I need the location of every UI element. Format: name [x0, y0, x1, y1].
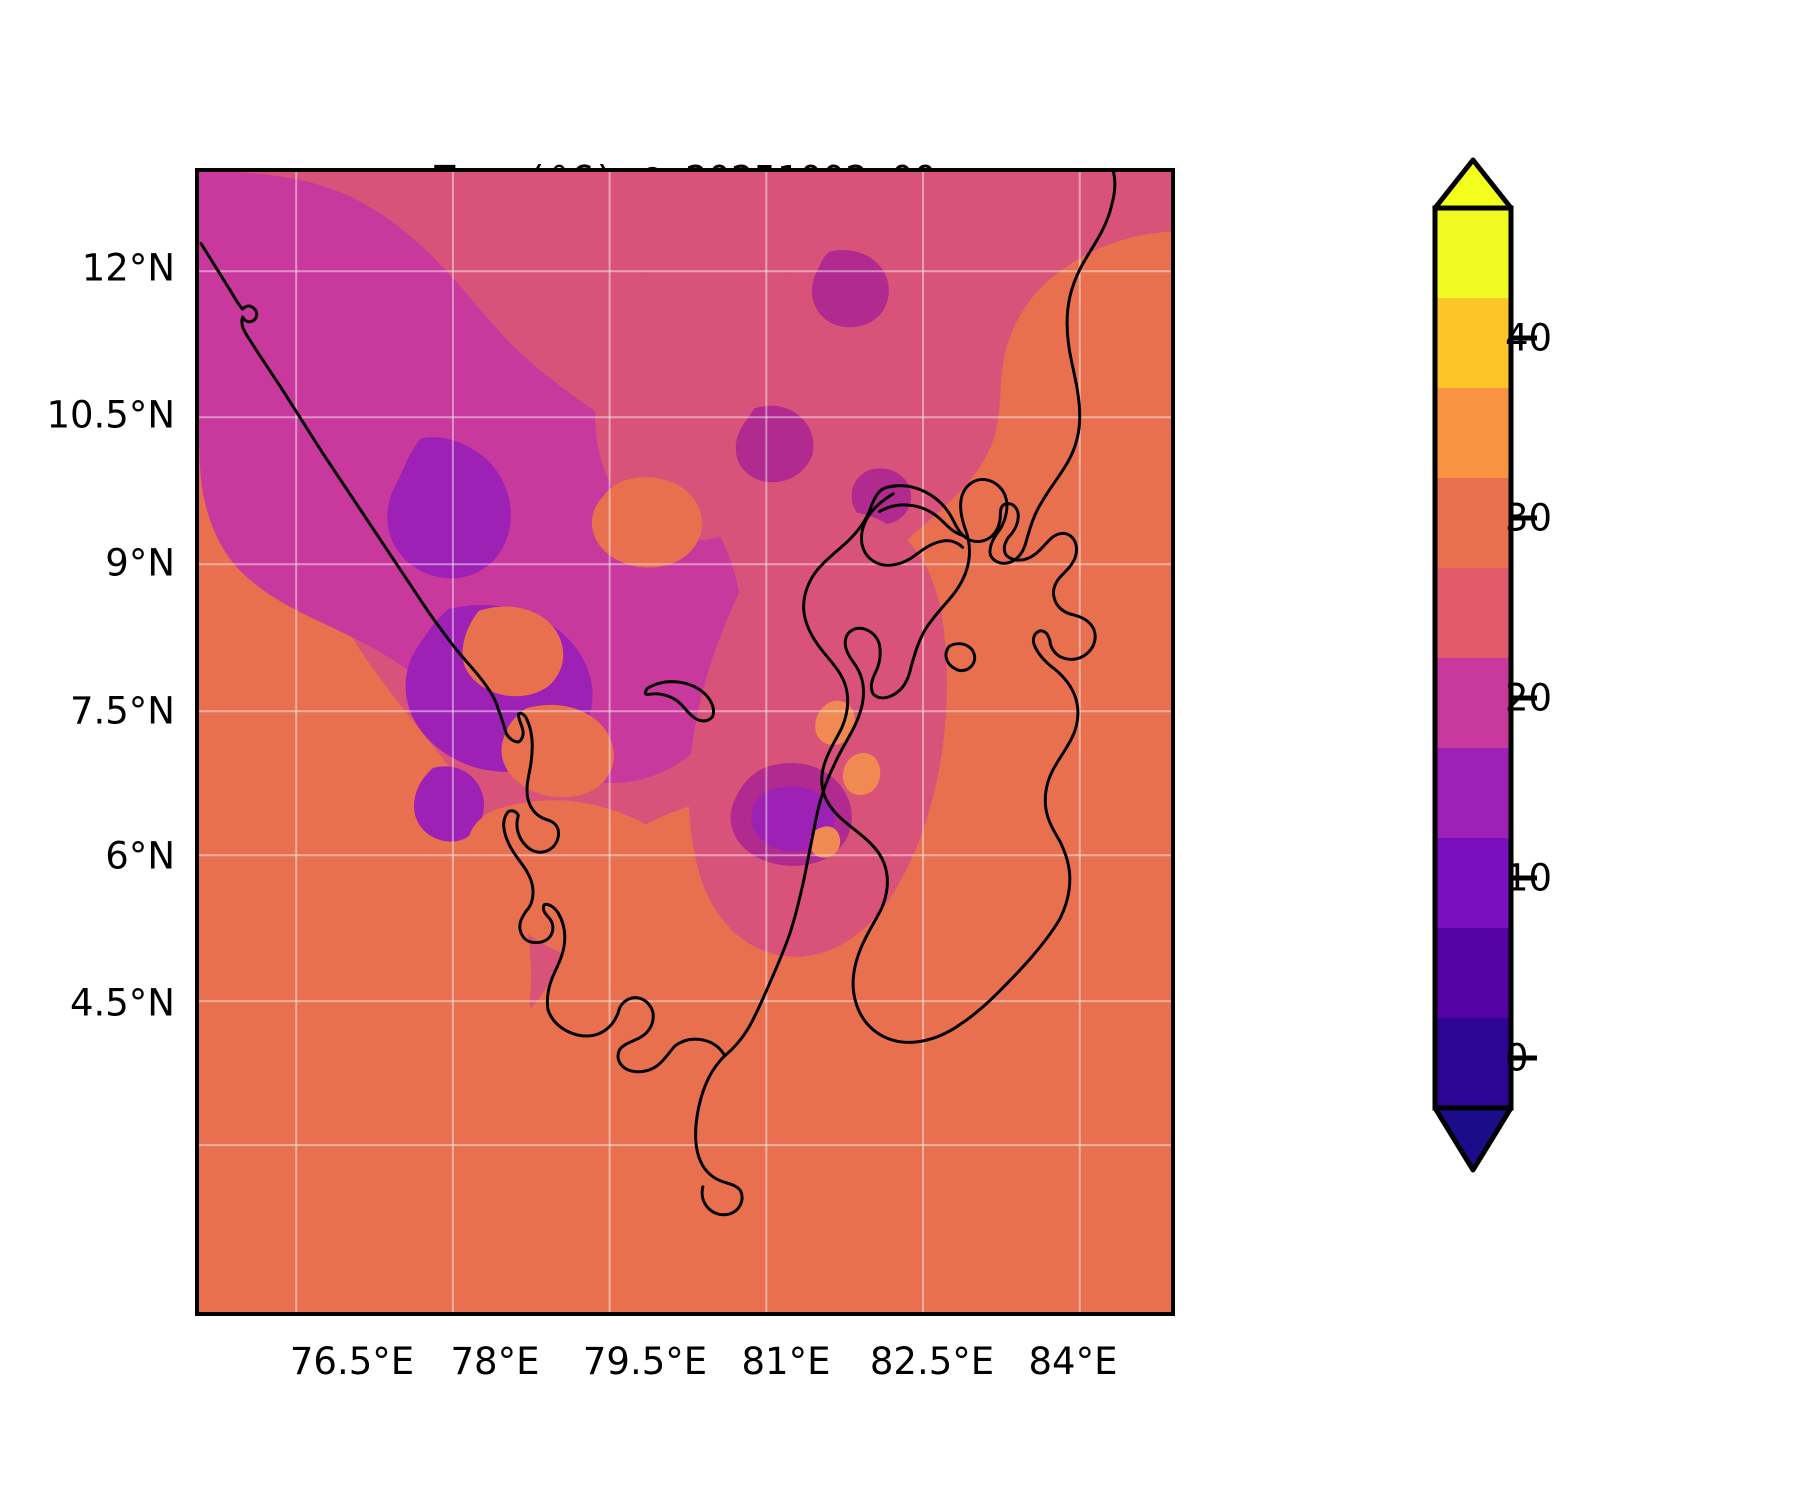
india-east-coastline	[723, 172, 1117, 1058]
ytick-label-45n: 4.5°N	[69, 981, 175, 1025]
srilanka-inland-warm-spot-3	[809, 826, 841, 858]
xtick-label-825e: 82.5°E	[869, 1340, 995, 1383]
palk-bay-island	[944, 642, 977, 673]
colorbar-under-arrow	[1432, 1105, 1514, 1173]
srilanka-coastline	[802, 484, 1097, 1044]
ytick-label-75n: 7.5°N	[69, 689, 175, 733]
eastern-upland-purple-patch-b	[735, 405, 814, 483]
colorbar-svg	[1432, 157, 1537, 1173]
colorbar-ticklabel-20: 20	[1505, 676, 1553, 720]
ytick-label-105n: 10.5°N	[46, 393, 175, 437]
xtick-label-81e: 81°E	[741, 1340, 831, 1383]
eastern-upland-purple-patch-a	[811, 249, 889, 328]
temperature-contour-map	[199, 172, 1171, 1312]
ytick-label-6n: 6°N	[105, 834, 175, 878]
colorbar-bands	[1435, 208, 1511, 1108]
adams-bridge-coastline	[643, 680, 716, 723]
eastern-upland-purple-patch-c	[851, 468, 912, 525]
xtick-label-765e: 76.5°E	[289, 1340, 415, 1383]
se-peninsula-warm-belt	[467, 800, 708, 971]
ytick-label-9n: 9°N	[105, 541, 175, 585]
jaffna-lagoon-coastline	[859, 492, 965, 567]
tamilnadu-warm-intrusion-1	[462, 606, 564, 697]
colorbar-outline	[1432, 205, 1514, 1111]
map-gridlines	[199, 172, 1171, 1312]
colorbar-ticks	[1511, 335, 1537, 1061]
srilanka-inland-warm-spot-2	[842, 753, 881, 795]
xtick-label-795e: 79.5°E	[582, 1340, 708, 1383]
ghat-purple-spur	[414, 766, 485, 842]
arabian-sea-ocean-carve	[199, 410, 532, 1312]
colorbar-ticklabel-30: 30	[1505, 496, 1553, 540]
srilanka-inland-warm-spot-1	[815, 700, 856, 746]
xtick-label-78e: 78°E	[450, 1340, 540, 1383]
coastline-layer	[199, 172, 1117, 1217]
coromandel-coastal-warm	[591, 477, 703, 568]
india-west-coastline	[199, 242, 567, 1012]
palk-strait-coastline	[694, 1054, 744, 1217]
xtick-label-84e: 84°E	[1028, 1340, 1118, 1383]
india-southern-tip-coastline	[546, 996, 727, 1074]
colorbar-ticklabel-40: 40	[1505, 316, 1553, 360]
colorbar-ticklabel-10: 10	[1505, 856, 1553, 900]
colorbar-ticklabel-0: 0	[1505, 1036, 1529, 1080]
map-axes	[195, 168, 1175, 1316]
colorbar	[1425, 150, 1555, 1180]
ytick-label-12n: 12°N	[81, 246, 175, 290]
jaffna-peninsula-strip	[877, 503, 965, 537]
nilgiri-purple-core	[387, 437, 511, 579]
colorbar-over-arrow	[1432, 157, 1514, 211]
